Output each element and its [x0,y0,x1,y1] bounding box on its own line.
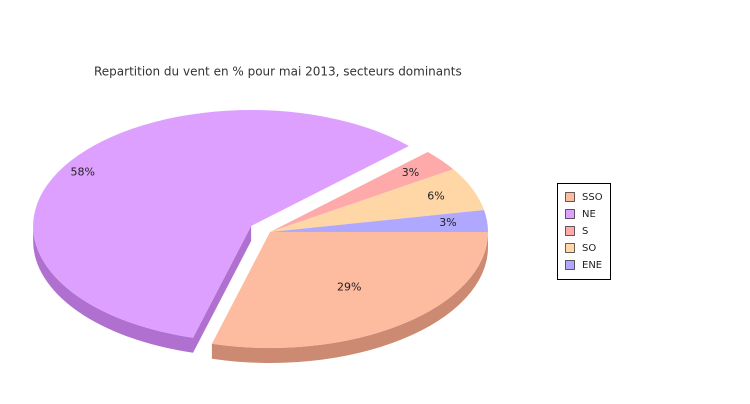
slice-side [33,225,194,353]
slice-edge [193,225,252,353]
data-label-bg [69,165,97,179]
slice [270,210,488,232]
slice [270,169,485,232]
legend-swatch [565,209,575,219]
data-label-bg [400,166,421,180]
legend-label: NE [582,209,596,220]
data-label-bg [438,215,458,229]
data-label: 3% [402,166,419,179]
data-label: 29% [337,280,361,293]
slice-side [211,232,489,363]
data-label-bg [426,189,446,203]
legend-swatch [565,243,575,253]
legend-label: SO [582,243,596,254]
data-label-bg [335,280,363,294]
legend-label: ENE [582,260,602,271]
data-label: 3% [439,216,456,229]
chart-title: Repartition du vent en % pour mai 2013, … [94,65,462,79]
legend-swatch [565,226,575,236]
legend-label: S [582,226,588,237]
data-label: 6% [427,190,444,203]
legend-swatch [565,192,575,202]
data-label: 58% [71,165,95,178]
slice [33,109,409,338]
legend-label: SSO [582,192,603,203]
legend-swatch [565,260,575,270]
